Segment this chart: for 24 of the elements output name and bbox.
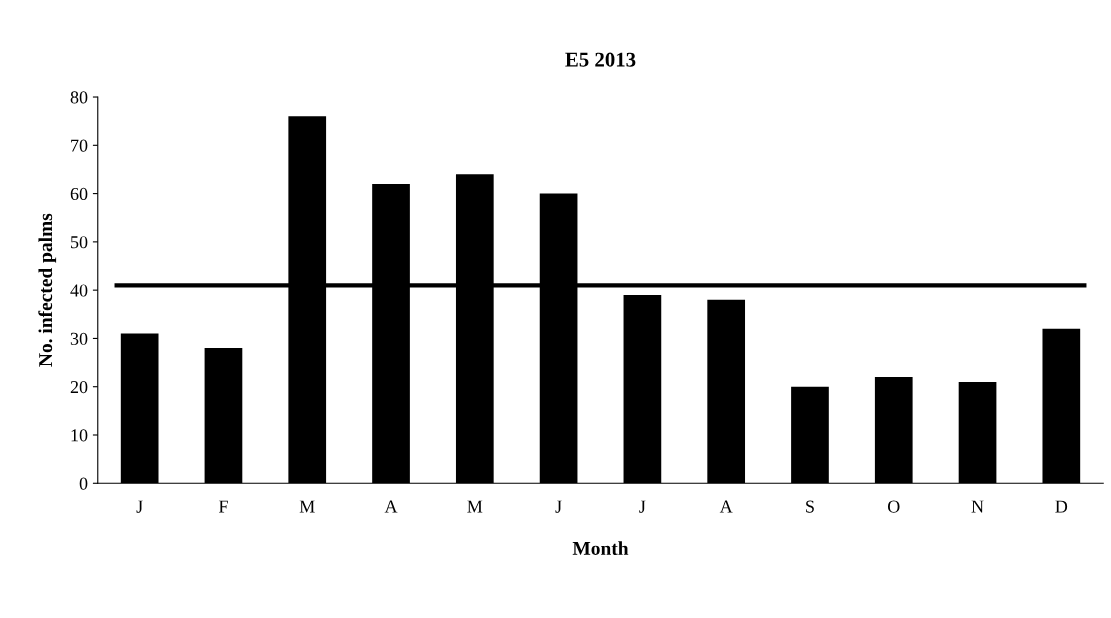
y-tick-label: 0 bbox=[79, 477, 88, 490]
x-tick-label: N bbox=[971, 500, 984, 513]
y-tick-label: 30 bbox=[70, 332, 88, 345]
y-tick-label: 60 bbox=[70, 187, 88, 201]
x-tick-label: A bbox=[384, 500, 398, 513]
y-tick-label: 70 bbox=[71, 139, 88, 152]
x-tick-label: M bbox=[299, 500, 315, 513]
y-axis-title: No. infected palms bbox=[38, 213, 57, 367]
x-tick-label: S bbox=[806, 500, 814, 513]
y-tick-label: 50 bbox=[71, 236, 88, 249]
x-tick-label: M bbox=[467, 500, 483, 513]
x-tick-label: F bbox=[218, 500, 228, 513]
x-axis-title: Month bbox=[572, 541, 629, 555]
chart-title: E5 2013 bbox=[565, 52, 636, 67]
x-tick-label: J bbox=[555, 500, 562, 513]
y-tick-label: 20 bbox=[70, 380, 88, 394]
y-tick-label: 10 bbox=[71, 429, 88, 442]
x-tick-label: O bbox=[887, 500, 900, 513]
x-tick-label: A bbox=[719, 500, 733, 513]
y-tick-label: 40 bbox=[70, 284, 88, 297]
x-tick-label: D bbox=[1055, 500, 1068, 513]
x-tick-label: J bbox=[639, 500, 646, 513]
y-tick-label: 80 bbox=[70, 91, 88, 104]
x-tick-label: J bbox=[136, 500, 143, 513]
